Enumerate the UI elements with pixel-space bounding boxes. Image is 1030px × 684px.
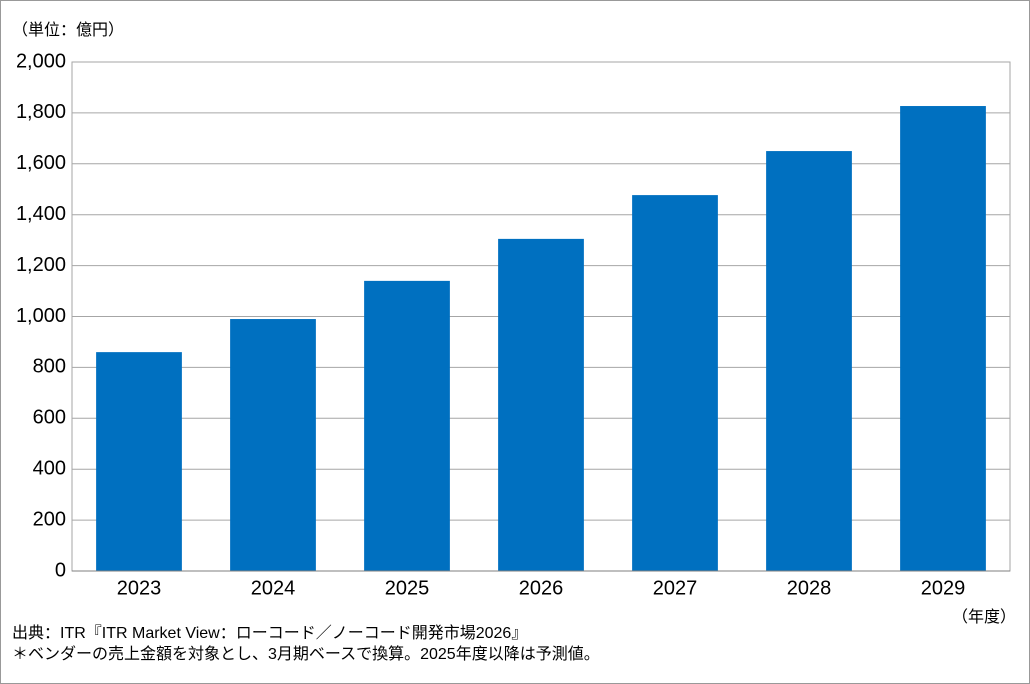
x-unit-label: （年度） <box>952 608 1016 626</box>
bar <box>364 280 450 571</box>
source-note: 出典：ITR『ITR Market View：ローコード／ノーコード開発市場20… <box>12 624 527 642</box>
y-tick-label: 600 <box>33 407 66 429</box>
bar <box>230 319 316 571</box>
bar <box>766 151 852 571</box>
x-tick-label: 2024 <box>251 577 296 599</box>
x-tick-label: 2028 <box>787 577 832 599</box>
bar <box>900 106 986 571</box>
y-tick-label: 1,400 <box>16 203 66 225</box>
x-tick-label: 2026 <box>519 577 564 599</box>
x-tick-label: 2023 <box>117 577 162 599</box>
y-tick-label: 2,000 <box>16 50 66 72</box>
y-tick-label: 800 <box>33 356 66 378</box>
y-tick-label: 1,800 <box>16 101 66 123</box>
bar <box>498 238 584 571</box>
y-tick-label: 1,200 <box>16 254 66 276</box>
y-tick-label: 200 <box>33 508 66 530</box>
y-tick-label: 0 <box>55 559 66 581</box>
y-tick-label: 1,000 <box>16 305 66 327</box>
x-tick-label: 2029 <box>921 577 966 599</box>
y-tick-label: 400 <box>33 457 66 479</box>
x-tick-label: 2027 <box>653 577 698 599</box>
unit-label: （単位：億円） <box>12 21 124 39</box>
x-tick-label: 2025 <box>385 577 430 599</box>
bar <box>96 352 182 571</box>
y-tick-label: 1,600 <box>16 152 66 174</box>
footnote: ＊ベンダーの売上金額を対象とし、3月期ベースで換算。2025年度以降は予測値。 <box>12 644 600 663</box>
bar <box>632 195 718 571</box>
